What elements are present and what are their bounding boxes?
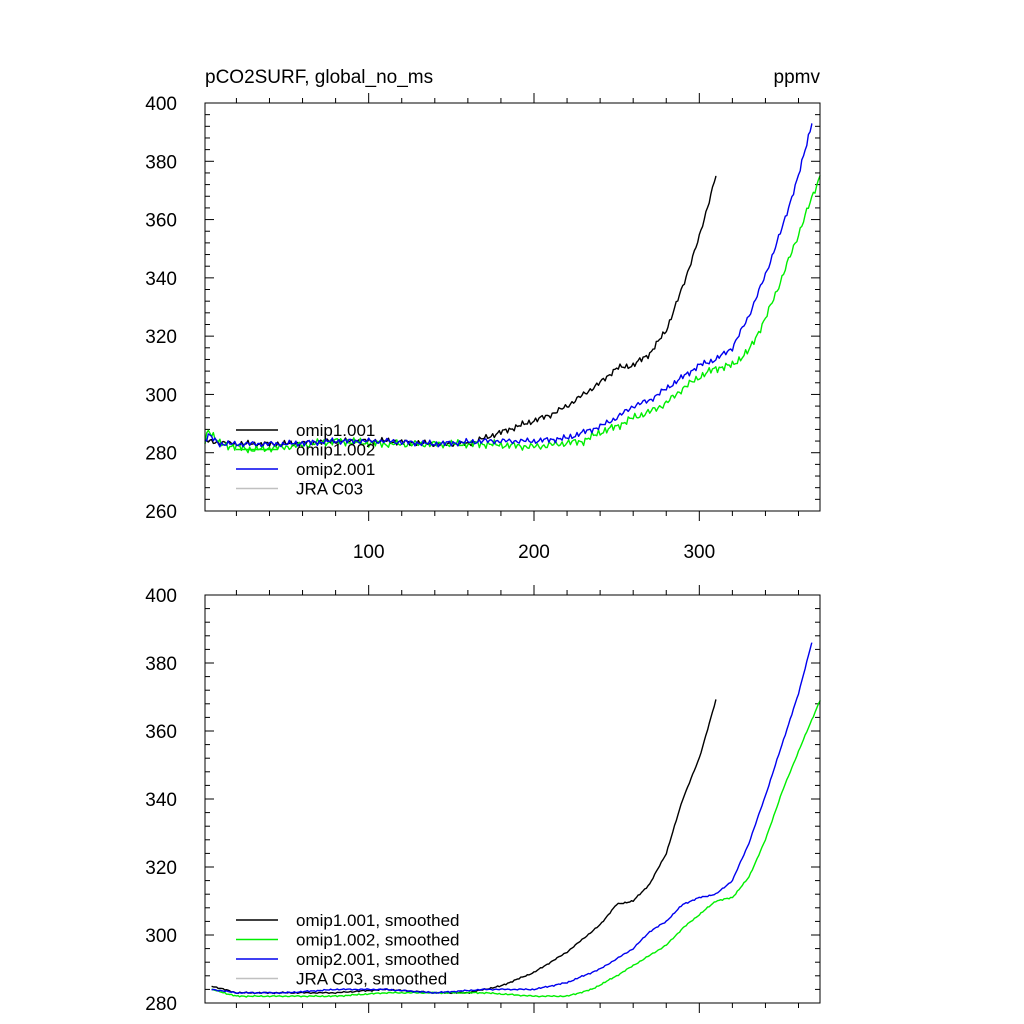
y-tick-label: 400 — [145, 586, 177, 607]
legend-label: omip1.002, smoothed — [296, 931, 460, 950]
legend-label: JRA C03, smoothed — [296, 970, 447, 989]
legend-label: omip1.002 — [296, 441, 375, 460]
legend-label: omip1.001, smoothed — [296, 911, 460, 930]
series-line-omip2-001 — [204, 123, 813, 448]
y-tick-label: 320 — [145, 327, 177, 348]
bottom-series-lines — [211, 642, 821, 998]
y-tick-label: 340 — [145, 790, 177, 811]
y-tick-label: 260 — [145, 502, 177, 523]
legend-label: omip2.001, smoothed — [296, 950, 460, 969]
x-tick-label: 100 — [353, 542, 385, 563]
y-tick-label: 300 — [145, 385, 177, 406]
top-series-lines — [204, 123, 821, 454]
series-line-omip1-002 — [211, 700, 821, 998]
y-tick-label: 280 — [145, 444, 177, 465]
bottom-plot-frame — [204, 594, 821, 1004]
series-line-omip1-001 — [204, 175, 717, 449]
y-tick-label: 280 — [145, 994, 177, 1015]
x-tick-label: 200 — [518, 542, 550, 563]
top-plot-frame — [204, 102, 821, 512]
legend-label: omip1.001 — [296, 421, 375, 440]
y-tick-label: 360 — [145, 211, 177, 232]
y-tick-label: 300 — [145, 926, 177, 947]
legend-label: omip2.001 — [296, 460, 375, 479]
series-line-omip2-001 — [211, 642, 813, 995]
y-tick-label: 360 — [145, 722, 177, 743]
top-axes: 260 280 300 320 340 360 380 400 100 200 300 — [145, 93, 820, 563]
y-tick-label: 380 — [145, 152, 177, 173]
y-tick-label: 340 — [145, 269, 177, 290]
y-tick-label: 320 — [145, 858, 177, 879]
bottom-panel: 280 300 320 340 360 380 400 omip1.001, smoothe… — [145, 585, 821, 1015]
series-line-omip1-001 — [211, 699, 717, 995]
bottom-axes: 280 300 320 340 360 380 400 — [145, 585, 820, 1015]
panel-title-left: pCO2SURF, global_no_ms — [205, 67, 433, 88]
y-tick-label: 400 — [145, 94, 177, 115]
x-tick-label: 300 — [683, 542, 715, 563]
y-tick-label: 380 — [145, 654, 177, 675]
series-line-omip1-002 — [204, 175, 821, 454]
panel-title-units: ppmv — [774, 67, 821, 88]
legend-label: JRA C03 — [296, 480, 363, 499]
top-panel: pCO2SURF, global_no_ms ppmv 260 280 300 320… — [145, 67, 821, 563]
